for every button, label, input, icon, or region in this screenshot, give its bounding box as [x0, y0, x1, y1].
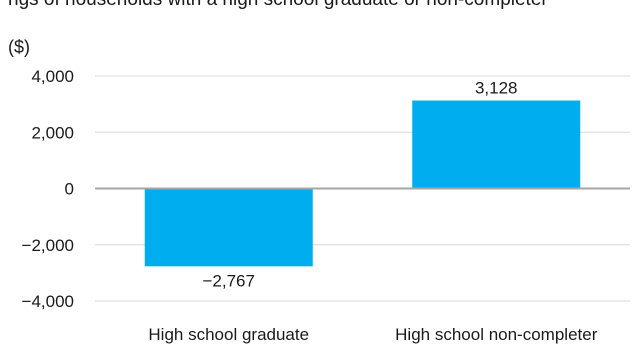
data-label: −2,767: [203, 271, 255, 290]
y-tick-label: −4,000: [22, 292, 74, 311]
data-label: 3,128: [475, 79, 518, 98]
y-tick-label: 2,000: [31, 123, 74, 142]
clipped-title: ngs of households with a high school gra…: [0, 0, 637, 18]
y-tick-label: −2,000: [22, 236, 74, 255]
x-tick-label: High school graduate: [148, 325, 309, 344]
bar: [144, 188, 313, 267]
y-tick-label: 0: [65, 180, 74, 199]
x-tick-label: High school non-completer: [395, 325, 598, 344]
y-axis-unit-label: ($): [8, 37, 30, 57]
bar: [412, 100, 581, 189]
clipped-title-text: ngs of households with a high school gra…: [8, 0, 548, 11]
y-tick-label: 4,000: [31, 67, 74, 86]
